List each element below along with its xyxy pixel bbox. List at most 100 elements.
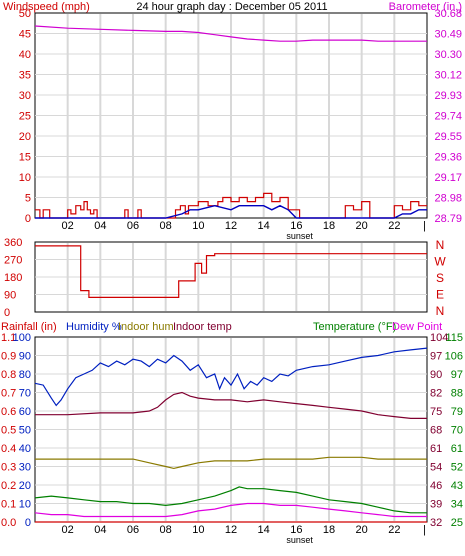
- humidity-tick-label: 80: [19, 369, 31, 381]
- compass-letter-4: N: [436, 304, 445, 318]
- x-tick-label: 16: [290, 220, 302, 232]
- barometer-tick-label: 30.30: [434, 49, 462, 61]
- indoor-temp-tick-label: 61: [430, 443, 442, 455]
- windspeed-tick-label: 40: [19, 49, 31, 61]
- x-tick-label: 02: [62, 524, 74, 536]
- legend-temperature: Temperature (°F): [313, 321, 396, 333]
- series-layer: [34, 25, 428, 523]
- winddir-line: [35, 245, 427, 298]
- temperature-f-line: [34, 486, 427, 514]
- x-tick-label: 06: [127, 524, 139, 536]
- indoor-temp-tick-label: 75: [430, 406, 442, 418]
- barometer-line: [34, 25, 427, 42]
- x-tick-label: 12: [225, 220, 237, 232]
- windgust-line: [35, 204, 427, 219]
- indoor-temp-tick-label: 82: [430, 388, 442, 400]
- compass-letter-2: S: [436, 271, 444, 285]
- x-tick-label: 10: [192, 220, 204, 232]
- temperature-tick-label: 52: [451, 462, 463, 474]
- rain-tick-label: 0.1: [1, 499, 16, 511]
- winddir-tick-label: 270: [4, 255, 22, 267]
- barometer-tick-label: 28.98: [434, 193, 462, 205]
- humidity-tick-label: 50: [19, 425, 31, 437]
- barometer-tick-label: 29.93: [434, 90, 462, 102]
- temperature-tick-label: 88: [451, 388, 463, 400]
- x-tick-label: 20: [356, 524, 368, 536]
- x-tick-label: 08: [160, 220, 172, 232]
- compass-letter-3: E: [436, 288, 444, 302]
- rain-tick-label: 0.0: [1, 517, 16, 529]
- barometer-tick-label: 29.36: [434, 152, 462, 164]
- legend-rainfall: Rainfall (in): [1, 321, 57, 333]
- windspeed-tick-label: 10: [19, 172, 31, 184]
- axis-layer: 02 04 06 08 10 12 14 16 18 20 22 | sunset 02 04 06 08 10 1…: [1, 8, 463, 545]
- rain-tick-label: 0.9: [1, 351, 16, 363]
- indoor-temp-tick-label: 104: [430, 332, 448, 344]
- humidity-tick-label: 100: [13, 332, 31, 344]
- indoor-temp-tick-label: 32: [430, 517, 442, 529]
- temperature-tick-label: 97: [451, 369, 463, 381]
- temperature-tick-label: 115: [445, 332, 463, 344]
- temperature-tick-label: 106: [445, 351, 463, 363]
- rain-tick-label: 0.4: [1, 443, 16, 455]
- x-tick-label: 04: [94, 524, 106, 536]
- temperature-tick-label: 34: [451, 499, 463, 511]
- indoor-temp-tick-label: 68: [430, 425, 442, 437]
- x-tick-label: 06: [127, 220, 139, 232]
- rain-tick-label: 0.5: [1, 425, 16, 437]
- barometer-tick-label: 29.55: [434, 131, 462, 143]
- barometer-tick-label: 30.68: [434, 8, 462, 20]
- humidity-line: [34, 347, 428, 407]
- temperature-tick-label: 43: [451, 480, 463, 492]
- windspeed-tick-label: 15: [19, 152, 31, 164]
- temperature-tick-label: 25: [451, 517, 463, 529]
- indoor-temp-tick-label: 97: [430, 351, 442, 363]
- x-tick-label: 08: [160, 524, 172, 536]
- windspeed-tick-label: 50: [19, 8, 31, 20]
- humidity-tick-label: 70: [19, 388, 31, 400]
- barometer-axis-title: Barometer (in.): [389, 1, 462, 13]
- rain-tick-label: 0.2: [1, 480, 16, 492]
- legend-indoor-temp: Indoor temp: [173, 321, 232, 333]
- indoor-temp-line: [35, 391, 427, 419]
- x-tick-label: |: [423, 524, 426, 536]
- barometer-tick-label: 29.17: [434, 172, 462, 184]
- winddir-tick-label: 90: [4, 290, 16, 302]
- barometer-tick-label: 30.49: [434, 29, 462, 41]
- windspeed-tick-label: 5: [25, 193, 31, 205]
- compass-letter-0: N: [436, 238, 445, 252]
- windspeed-tick-label: 20: [19, 131, 31, 143]
- x-tick-label: 16: [290, 524, 302, 536]
- x-tick-label: |: [423, 220, 426, 232]
- winddir-tick-label: 360: [4, 237, 22, 249]
- x-tick-label: 22: [388, 524, 400, 536]
- rain-tick-label: 0.7: [1, 388, 16, 400]
- x-tick-label: 14: [258, 220, 270, 232]
- rain-tick-label: 0.6: [1, 406, 16, 418]
- legend-dewpoint: Dew Point: [392, 321, 442, 333]
- barometer-tick-label: 29.74: [434, 111, 462, 123]
- legend-indoor-hum: Indoor hum: [118, 321, 174, 333]
- humidity-tick-label: 90: [19, 351, 31, 363]
- indoor-temp-tick-label: 90: [430, 369, 442, 381]
- humidity-tick-label: 30: [19, 462, 31, 474]
- x-tick-label: 20: [356, 220, 368, 232]
- compass-letter-1: W: [434, 255, 446, 269]
- legend-humidity: Humidity %: [66, 321, 122, 333]
- x-tick-label: 12: [225, 524, 237, 536]
- x-tick-label: 02: [62, 220, 74, 232]
- humidity-tick-label: 20: [19, 480, 31, 492]
- humidity-tick-label: 40: [19, 443, 31, 455]
- x-tick-label: 18: [323, 220, 335, 232]
- windspeed-line: [35, 192, 427, 219]
- rain-tick-label: 0.8: [1, 369, 16, 381]
- rain-tick-label: 1.1: [1, 332, 16, 344]
- temperature-tick-label: 79: [451, 406, 463, 418]
- x-tick-label: 14: [258, 524, 270, 536]
- indoor-temp-tick-label: 54: [430, 462, 442, 474]
- graph-title: 24 hour graph day : December 05 2011: [136, 1, 327, 13]
- windspeed-tick-label: 35: [19, 70, 31, 82]
- humidity-tick-label: 0: [25, 517, 31, 529]
